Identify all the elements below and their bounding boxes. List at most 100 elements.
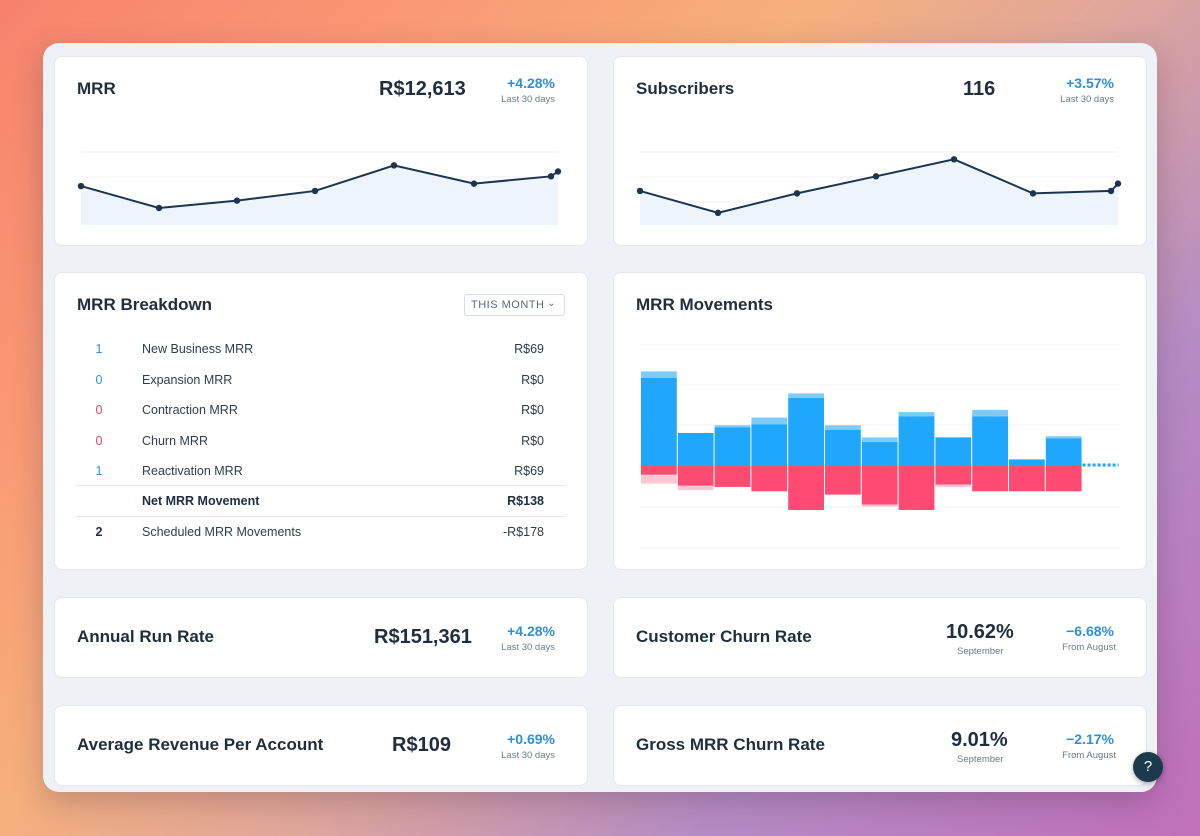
net-mrr-value: R$138 — [507, 494, 544, 508]
sparkline-point — [470, 180, 478, 187]
scheduled-separator — [76, 516, 566, 517]
sparkline-point — [950, 156, 958, 163]
breakdown-row-label: Expansion MRR — [142, 372, 233, 387]
positive-bar — [825, 429, 861, 466]
positive-bar — [714, 427, 751, 466]
arpa-value: R$109 — [392, 734, 451, 756]
subscribers-sparkline — [636, 151, 1122, 225]
sparkline-line — [639, 158, 1119, 214]
arr-card[interactable]: Annual Run Rate R$151,361 +4.28% Last 30… — [54, 597, 588, 678]
breakdown-row-value: R$0 — [521, 433, 544, 448]
breakdown-row-count: 1 — [95, 342, 103, 356]
sparkline-point — [714, 209, 722, 217]
arr-title: Annual Run Rate — [77, 627, 214, 646]
negative-bar — [972, 466, 1008, 492]
positive-bar — [1009, 459, 1045, 466]
positive-bar — [972, 416, 1008, 466]
breakdown-row[interactable]: 0 Churn MRR R$0 — [76, 426, 566, 456]
breakdown-title: MRR Breakdown — [77, 295, 213, 314]
negative-bar — [1045, 466, 1082, 492]
positive-bar-top — [1045, 436, 1082, 439]
gross-churn-card[interactable]: Gross MRR Churn Rate 9.01% September −2.… — [613, 705, 1147, 786]
breakdown-row-label: Reactivation MRR — [142, 464, 243, 478]
arpa-card[interactable]: Average Revenue Per Account R$109 +0.69%… — [54, 705, 588, 786]
customer-churn-card[interactable]: Customer Churn Rate 10.62% September −6.… — [613, 597, 1147, 678]
breakdown-row[interactable]: 0 Expansion MRR R$0 — [76, 365, 566, 395]
gross-churn-value: 9.01% — [951, 729, 1008, 751]
positive-bar — [641, 378, 677, 466]
mrr-sparkline — [77, 151, 562, 225]
breakdown-row-count: 0 — [95, 433, 103, 448]
negative-bar — [677, 466, 714, 486]
breakdown-row[interactable]: 0 Contraction MRR R$0 — [76, 395, 566, 425]
arr-delta-note: Last 30 days — [501, 642, 555, 653]
breakdown-row[interactable]: 1 New Business MRR R$69 — [76, 334, 566, 364]
customer-churn-value: 10.62% — [946, 621, 1014, 643]
arr-delta: +4.28% — [507, 623, 555, 639]
sparkline-area — [81, 165, 558, 225]
mrr-card[interactable]: MRR R$12,613 +4.28% Last 30 days — [54, 56, 588, 246]
subscribers-title: Subscribers — [636, 79, 735, 98]
subscribers-delta: +3.57% — [1066, 75, 1114, 91]
breakdown-row-label: Contraction MRR — [142, 403, 238, 417]
sparkline-point — [793, 190, 801, 197]
sparkline-point — [155, 204, 163, 212]
period-select[interactable]: THIS MONTH ⌄ — [464, 294, 565, 316]
customer-churn-delta-note: From August — [1062, 642, 1116, 653]
positive-bar-top — [751, 417, 788, 425]
gross-churn-title: Gross MRR Churn Rate — [636, 735, 825, 754]
positive-bar-top — [861, 437, 898, 442]
negative-bar — [751, 466, 788, 492]
gross-churn-value-note: September — [957, 754, 1004, 765]
mrr-movements-chart — [640, 344, 1120, 549]
gross-churn-delta: −2.17% — [1066, 731, 1114, 747]
negative-bar — [1009, 466, 1045, 492]
negative-bar-tail — [677, 485, 714, 491]
breakdown-row-label: New Business MRR — [142, 342, 254, 356]
negative-bar — [898, 466, 935, 510]
mrr-breakdown-card: MRR Breakdown THIS MONTH ⌄ 1 New Business… — [54, 272, 588, 570]
breakdown-row-value: R$0 — [521, 403, 544, 417]
negative-bar — [935, 466, 972, 485]
positive-bar — [788, 397, 824, 466]
breakdown-row[interactable]: 1 Reactivation MRR R$69 — [76, 456, 566, 486]
sparkline-point — [311, 187, 319, 195]
subscribers-value: 116 — [963, 78, 996, 100]
sparkline-area — [640, 159, 1118, 225]
positive-bar — [935, 437, 972, 466]
negative-bar — [714, 466, 751, 487]
arr-value: R$151,361 — [374, 626, 472, 648]
period-select-label: THIS MONTH — [471, 299, 545, 311]
chevron-down-icon: ⌄ — [547, 298, 556, 309]
negative-bar — [825, 466, 861, 495]
breakdown-row-count: 0 — [95, 403, 103, 417]
mrr-delta: +4.28% — [507, 75, 555, 91]
positive-bar-top — [714, 425, 751, 428]
scheduled-row[interactable]: 2 Scheduled MRR Movements -R$178 — [76, 517, 566, 547]
positive-bar — [898, 416, 935, 466]
breakdown-row-value: R$69 — [514, 464, 544, 478]
customer-churn-delta: −6.68% — [1066, 623, 1114, 639]
positive-bar — [751, 424, 788, 466]
positive-bar-top — [825, 425, 861, 430]
mrr-delta-note: Last 30 days — [501, 94, 555, 105]
scheduled-count: 2 — [95, 525, 103, 539]
sparkline-line — [80, 164, 559, 209]
sparkline-point — [77, 182, 85, 190]
breakdown-row-count: 1 — [95, 464, 103, 478]
subscribers-delta-note: Last 30 days — [1060, 94, 1114, 105]
positive-bar-top — [641, 371, 677, 378]
mrr-movements-card[interactable]: MRR Movements — [613, 272, 1147, 570]
positive-bar-top — [898, 412, 935, 417]
help-button[interactable]: ? — [1133, 752, 1163, 782]
arpa-title: Average Revenue Per Account — [77, 735, 324, 754]
customer-churn-value-note: September — [957, 646, 1004, 657]
net-mrr-row[interactable]: Net MRR Movement R$138 — [76, 486, 566, 516]
positive-bar-top — [972, 409, 1008, 417]
sparkline-point — [1029, 190, 1037, 197]
negative-bar — [788, 466, 824, 510]
subscribers-card[interactable]: Subscribers 116 +3.57% Last 30 days — [613, 56, 1147, 246]
mrr-value: R$12,613 — [379, 78, 466, 100]
mrr-title: MRR — [77, 79, 116, 98]
sparkline-point — [872, 173, 880, 180]
